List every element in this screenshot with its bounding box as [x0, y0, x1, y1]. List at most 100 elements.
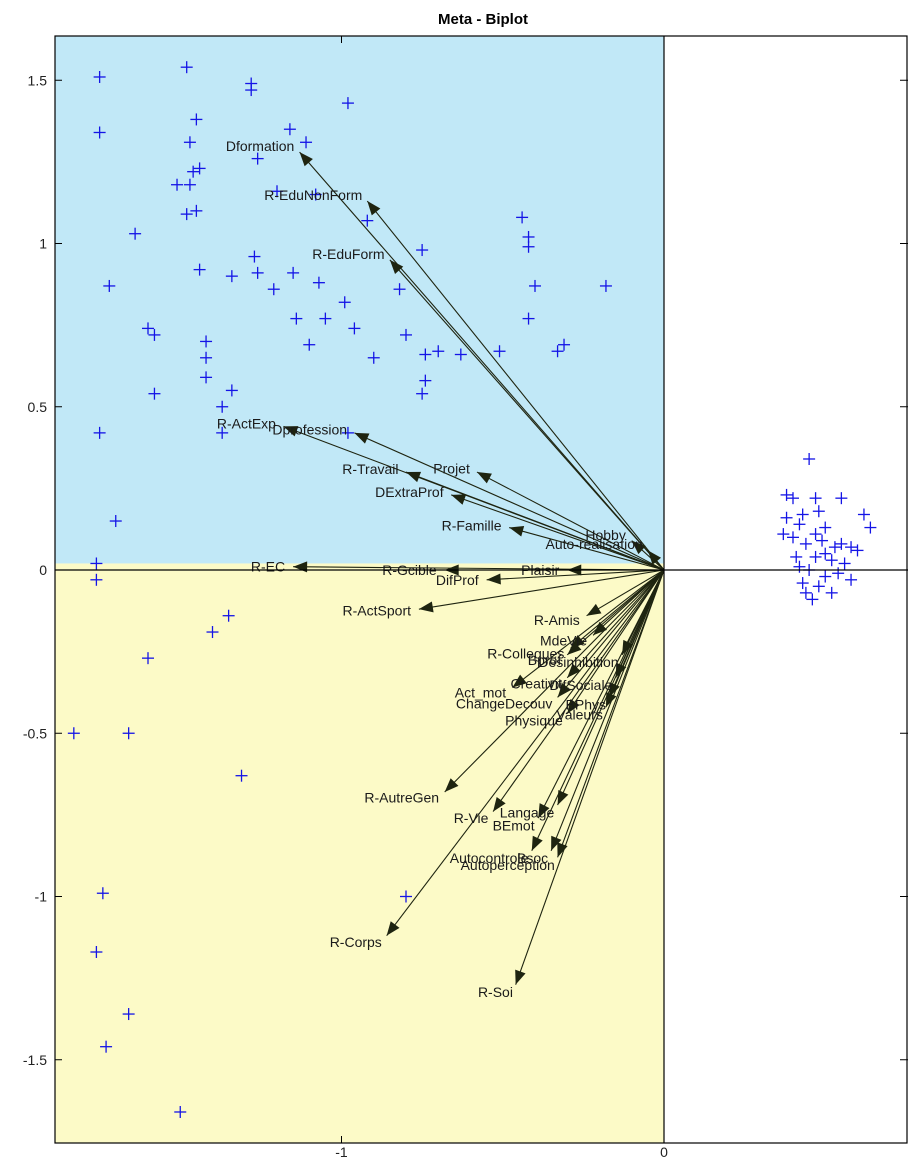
score-point [432, 345, 445, 358]
score-point [787, 531, 799, 544]
vector-label: Act_mot [455, 684, 506, 700]
score-point [129, 227, 142, 240]
score-point [190, 113, 203, 126]
score-point [309, 188, 322, 201]
score-point [416, 244, 429, 257]
score-point [303, 338, 316, 351]
vector-label: Autocontrole [450, 850, 529, 866]
score-point [832, 567, 845, 580]
vector-arrow [512, 569, 665, 688]
score-point [235, 769, 248, 782]
score-point [183, 178, 196, 191]
score-point [819, 570, 832, 583]
vector-label: R-Travail [342, 461, 398, 477]
quadrant-upper-left [55, 36, 664, 564]
score-point [419, 348, 432, 361]
score-point [338, 296, 351, 309]
score-point [806, 593, 819, 606]
y-tick-label: -0.5 [23, 725, 47, 741]
score-point [300, 136, 313, 149]
score-point [142, 322, 154, 335]
score-point [361, 214, 374, 227]
score-point [206, 626, 219, 639]
chart-title: Meta - Biplot [438, 11, 528, 28]
score-point [416, 387, 429, 400]
vector-arrow [389, 259, 665, 571]
score-point [825, 586, 838, 599]
vector-label: MdeVie [540, 633, 587, 649]
vector-label: ChangeDecouv [456, 695, 553, 711]
vector-label: Projet [433, 460, 470, 476]
vector-label: Creativit [511, 676, 562, 692]
score-point [245, 84, 258, 97]
y-tick-label: -1 [35, 889, 48, 905]
vector-label: Dprofession [272, 422, 347, 438]
score-point [225, 270, 238, 283]
score-point [551, 345, 564, 358]
score-point [90, 946, 103, 959]
score-point [803, 452, 816, 465]
score-point [93, 126, 106, 139]
vector-arrow [486, 569, 665, 585]
score-point [454, 348, 467, 361]
score-point [825, 554, 838, 567]
vector-label: R-EduNonForm [264, 187, 362, 203]
score-point [180, 61, 193, 74]
vector-arrow [476, 471, 665, 571]
vector-label: DifProf [436, 572, 479, 588]
score-point [187, 165, 200, 178]
vector-label: R-Collegues [487, 645, 564, 661]
score-point [271, 185, 283, 198]
vector-label: R-Famille [442, 517, 502, 533]
vector-arrow [418, 569, 665, 613]
score-point [341, 426, 354, 439]
score-point [851, 544, 864, 557]
vector-arrow [386, 569, 665, 937]
loading-vectors [283, 151, 665, 985]
vector-label: R-ActExp [217, 416, 276, 432]
score-point [787, 492, 799, 505]
vector-arrow [647, 550, 665, 571]
score-point [845, 541, 858, 554]
score-point [790, 550, 803, 563]
vector-label: R-AutreGen [364, 790, 439, 806]
score-point [93, 426, 106, 439]
score-point [225, 384, 238, 397]
vector-label: DifSociale [549, 677, 612, 693]
score-point [251, 152, 264, 165]
vector-label: BPhys [566, 697, 606, 713]
vector-label: R-ActSport [343, 602, 412, 618]
vector-arrow [566, 569, 665, 656]
score-points [67, 61, 877, 1118]
score-point [419, 374, 432, 387]
score-point [148, 387, 161, 400]
vector-arrow [366, 200, 665, 571]
score-point [493, 345, 506, 358]
vector-label: Bprof [528, 652, 562, 668]
score-point [529, 279, 541, 292]
vector-label: R-Corps [330, 934, 382, 950]
vector-arrow [557, 569, 665, 698]
score-point [96, 887, 109, 900]
score-point [348, 322, 361, 335]
vector-label: R-Amis [534, 612, 580, 628]
score-point [103, 279, 116, 292]
vector-arrow [299, 151, 665, 571]
vector-label: Auto-realisation [546, 536, 643, 552]
plot-frame [54, 35, 908, 1144]
vector-label: Valeurs [556, 706, 602, 722]
score-point [174, 1105, 187, 1118]
score-point [799, 537, 812, 550]
y-tick-label: 0.5 [28, 399, 48, 415]
score-point [267, 283, 280, 296]
score-point [122, 1008, 135, 1021]
score-point [828, 541, 841, 554]
y-tick-label: 0 [39, 562, 47, 578]
score-point [599, 279, 612, 292]
score-point [142, 652, 154, 665]
vector-label: Physique [505, 712, 563, 728]
vector-arrow [537, 569, 665, 819]
score-point [216, 426, 229, 439]
vector-arrow [531, 569, 665, 852]
